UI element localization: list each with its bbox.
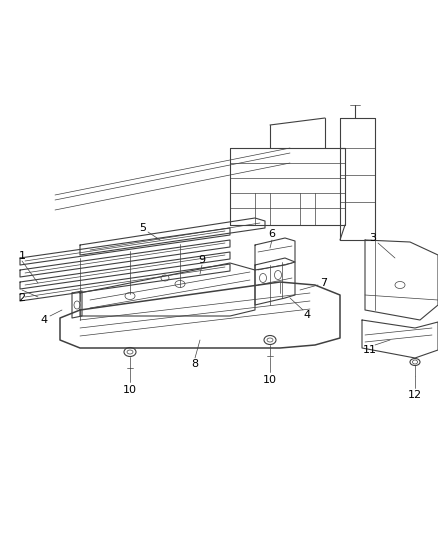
Text: 1: 1 <box>18 251 25 261</box>
Text: 4: 4 <box>40 315 48 325</box>
Text: 9: 9 <box>198 255 205 265</box>
Text: 6: 6 <box>268 229 276 239</box>
Text: 3: 3 <box>370 233 377 243</box>
Text: 8: 8 <box>191 359 198 369</box>
Text: 4: 4 <box>304 310 311 320</box>
Text: 11: 11 <box>363 345 377 355</box>
Text: 2: 2 <box>18 293 25 303</box>
Text: 7: 7 <box>321 278 328 288</box>
Text: 10: 10 <box>123 385 137 395</box>
Text: 12: 12 <box>408 390 422 400</box>
Text: 10: 10 <box>263 375 277 385</box>
Text: 5: 5 <box>139 223 146 233</box>
